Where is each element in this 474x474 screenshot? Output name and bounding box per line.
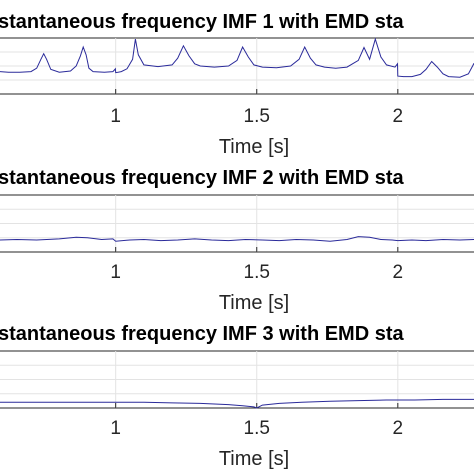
series-line [0,37,474,78]
x-axis-label: Time [s] [219,292,289,314]
x-tick-label: 1.5 [244,418,270,439]
x-ticks [115,403,399,408]
subplot-title: stantaneous frequency IMF 1 with EMD sta [0,11,405,33]
x-tick-label: 1.5 [244,106,270,127]
x-tick-label: 2 [393,418,404,439]
x-tick-label: 2 [393,106,404,127]
x-ticks [115,89,399,94]
series-line [0,236,474,242]
x-tick-label: 1.5 [244,262,270,283]
subplot-title: stantaneous frequency IMF 3 with EMD sta [0,323,405,345]
x-ticks [115,247,399,252]
subplot-imf2: stantaneous frequency IMF 2 with EMD sta… [0,167,474,314]
x-tick-label: 2 [393,262,404,283]
x-axis-label: Time [s] [219,136,289,158]
x-axis-label: Time [s] [219,448,289,470]
x-tick-label: 1 [110,418,121,439]
x-tick-label: 1 [110,106,121,127]
subplot-imf1: stantaneous frequency IMF 1 with EMD sta… [0,11,474,158]
grid-lines [0,351,474,408]
x-tick-label: 1 [110,262,121,283]
subplot-imf3: stantaneous frequency IMF 3 with EMD sta… [0,323,474,470]
series-line [0,398,474,409]
subplot-title: stantaneous frequency IMF 2 with EMD sta [0,167,405,189]
